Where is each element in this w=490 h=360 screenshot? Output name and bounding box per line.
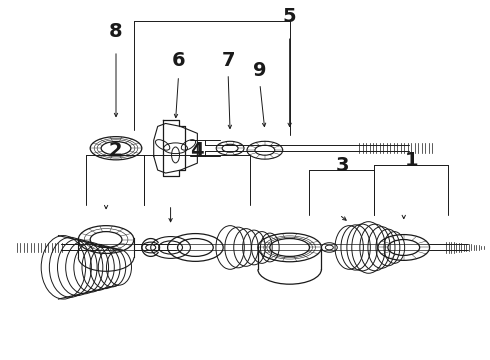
Text: 3: 3 [336,156,349,175]
Text: 5: 5 [283,7,296,26]
Text: 4: 4 [190,141,203,160]
Text: 9: 9 [253,61,267,80]
Text: 1: 1 [405,150,418,170]
Text: 6: 6 [172,51,185,71]
Text: 2: 2 [108,141,122,160]
Text: 8: 8 [109,22,123,41]
Text: 7: 7 [221,51,235,71]
